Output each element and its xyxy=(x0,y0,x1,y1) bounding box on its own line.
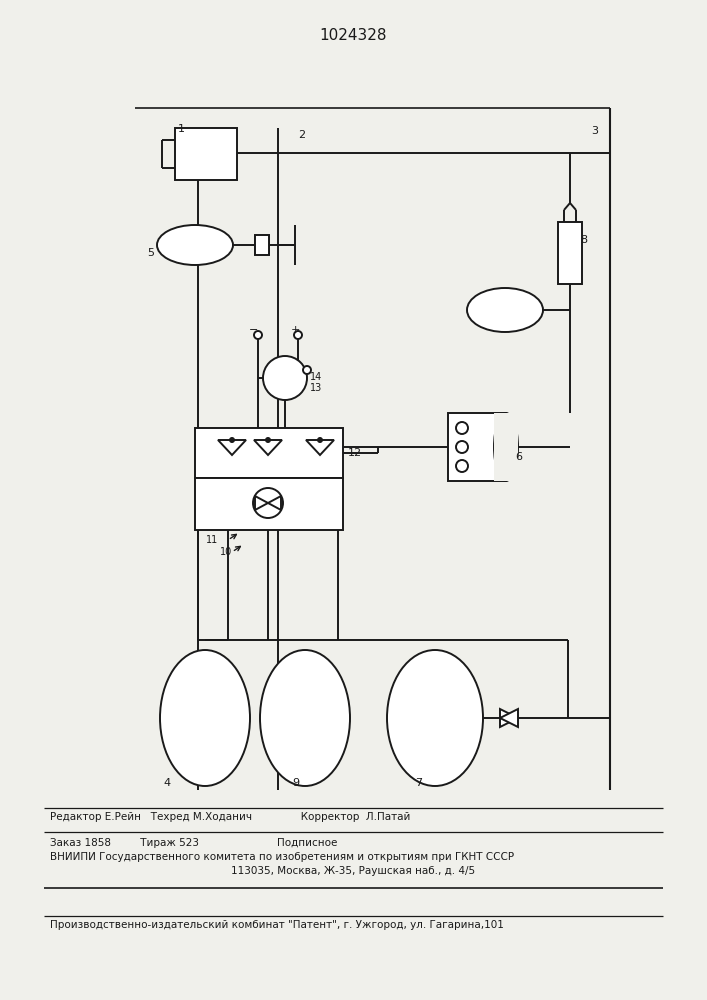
Text: 9: 9 xyxy=(292,778,299,788)
Text: Редактор Е.Рейн   Техред М.Ходанич               Корректор  Л.Патай: Редактор Е.Рейн Техред М.Ходанич Коррект… xyxy=(50,812,410,822)
Circle shape xyxy=(456,422,468,434)
Bar xyxy=(494,413,518,481)
Ellipse shape xyxy=(494,413,518,481)
Bar xyxy=(195,478,343,530)
Text: 3: 3 xyxy=(591,126,598,136)
Text: Заказ 1858         Тираж 523                        Подписное: Заказ 1858 Тираж 523 Подписное xyxy=(50,838,337,848)
Text: 14: 14 xyxy=(310,372,322,382)
Text: 10: 10 xyxy=(220,547,233,557)
Text: −: − xyxy=(249,325,258,335)
Text: 2: 2 xyxy=(298,130,305,140)
Ellipse shape xyxy=(160,650,250,786)
Bar xyxy=(255,235,269,255)
Polygon shape xyxy=(255,496,268,510)
Text: 12: 12 xyxy=(348,448,362,458)
Circle shape xyxy=(265,437,271,443)
Text: 11: 11 xyxy=(206,535,218,545)
Polygon shape xyxy=(500,709,518,727)
Text: 4: 4 xyxy=(163,778,170,788)
Circle shape xyxy=(456,441,468,453)
Ellipse shape xyxy=(467,288,543,332)
Bar xyxy=(448,413,506,481)
Bar xyxy=(175,128,237,180)
Ellipse shape xyxy=(260,650,350,786)
Text: 7: 7 xyxy=(415,778,422,788)
Circle shape xyxy=(317,437,323,443)
Circle shape xyxy=(229,437,235,443)
Circle shape xyxy=(303,366,311,374)
Polygon shape xyxy=(218,440,246,455)
Polygon shape xyxy=(500,709,518,727)
Polygon shape xyxy=(306,440,334,455)
Text: Производственно-издательский комбинат "Патент", г. Ужгород, ул. Гагарина,101: Производственно-издательский комбинат "П… xyxy=(50,920,504,930)
Text: 5: 5 xyxy=(147,248,154,258)
Text: +: + xyxy=(291,325,300,335)
Text: 8: 8 xyxy=(580,235,587,245)
Bar xyxy=(558,222,582,284)
Circle shape xyxy=(254,331,262,339)
Circle shape xyxy=(456,460,468,472)
Text: ВНИИПИ Государственного комитета по изобретениям и открытиям при ГКНТ СССР: ВНИИПИ Государственного комитета по изоб… xyxy=(50,852,514,862)
Text: 6: 6 xyxy=(515,452,522,462)
Text: 1024328: 1024328 xyxy=(320,28,387,43)
Bar xyxy=(195,428,343,478)
Text: 1: 1 xyxy=(178,124,185,134)
Polygon shape xyxy=(254,440,282,455)
Text: 13: 13 xyxy=(310,383,322,393)
Polygon shape xyxy=(268,496,281,510)
Circle shape xyxy=(253,488,283,518)
Ellipse shape xyxy=(157,225,233,265)
Text: 113035, Москва, Ж-35, Раушская наб., д. 4/5: 113035, Москва, Ж-35, Раушская наб., д. … xyxy=(231,866,475,876)
Circle shape xyxy=(294,331,302,339)
Ellipse shape xyxy=(387,650,483,786)
Circle shape xyxy=(263,356,307,400)
